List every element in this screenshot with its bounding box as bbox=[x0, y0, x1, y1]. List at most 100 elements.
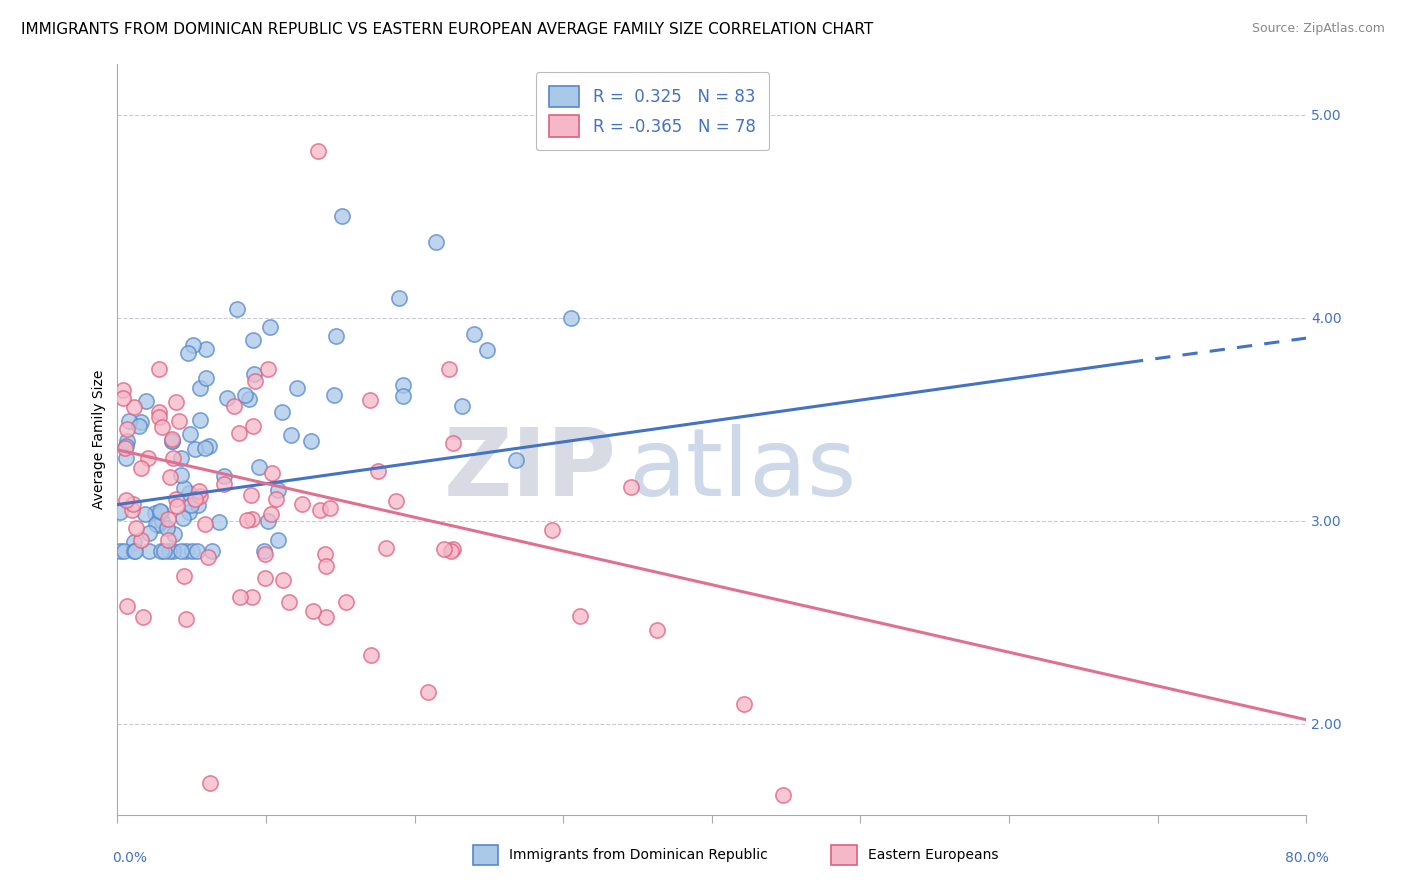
Point bbox=[135, 393, 157, 408]
Point bbox=[315, 609, 337, 624]
Point bbox=[314, 547, 336, 561]
Point bbox=[253, 547, 276, 561]
Point bbox=[267, 533, 290, 547]
Point bbox=[160, 434, 183, 448]
Point bbox=[124, 544, 146, 558]
Point bbox=[118, 414, 141, 428]
Point bbox=[256, 361, 278, 376]
Point bbox=[188, 413, 211, 427]
Point bbox=[391, 389, 413, 403]
Point bbox=[541, 524, 564, 538]
Point bbox=[160, 432, 183, 446]
Point bbox=[392, 378, 415, 392]
Point bbox=[267, 483, 290, 497]
Point bbox=[243, 367, 266, 381]
Point bbox=[194, 442, 217, 456]
Point bbox=[229, 590, 252, 604]
Point bbox=[162, 451, 184, 466]
Point bbox=[172, 511, 194, 525]
Point bbox=[162, 544, 184, 558]
Point bbox=[278, 595, 301, 609]
Point bbox=[207, 516, 229, 530]
Point bbox=[138, 544, 160, 558]
Point bbox=[271, 405, 294, 419]
Point bbox=[463, 326, 485, 341]
Point bbox=[180, 498, 202, 512]
Point bbox=[620, 480, 643, 494]
Point bbox=[186, 544, 208, 558]
Point bbox=[194, 517, 217, 532]
Point bbox=[166, 395, 188, 409]
Point bbox=[122, 544, 145, 558]
Point bbox=[201, 544, 224, 558]
Point bbox=[145, 517, 167, 532]
Point bbox=[115, 422, 138, 436]
Point bbox=[437, 361, 460, 376]
Point bbox=[259, 320, 281, 334]
Point bbox=[257, 515, 280, 529]
Point bbox=[418, 685, 440, 699]
Point bbox=[733, 697, 755, 711]
Point bbox=[271, 573, 294, 587]
Point bbox=[146, 518, 169, 533]
Point bbox=[441, 435, 464, 450]
Point bbox=[150, 544, 173, 558]
Point bbox=[114, 451, 136, 466]
Point bbox=[173, 481, 195, 495]
Point bbox=[247, 459, 270, 474]
Point bbox=[322, 387, 344, 401]
Point bbox=[156, 533, 179, 548]
Point bbox=[159, 469, 181, 483]
Point bbox=[197, 550, 219, 565]
Point bbox=[309, 503, 332, 517]
Point bbox=[111, 392, 134, 406]
Point bbox=[228, 426, 250, 441]
Point bbox=[335, 595, 357, 609]
Point bbox=[260, 467, 283, 481]
Point bbox=[177, 346, 200, 360]
Point bbox=[187, 498, 209, 512]
Point bbox=[645, 623, 668, 637]
Point bbox=[138, 525, 160, 540]
Point bbox=[385, 494, 408, 508]
Text: Immigrants from Dominican Republic: Immigrants from Dominican Republic bbox=[509, 848, 768, 863]
Point bbox=[330, 209, 353, 223]
Point bbox=[433, 541, 456, 556]
Point bbox=[215, 392, 238, 406]
Point bbox=[188, 381, 211, 395]
Point bbox=[110, 504, 132, 518]
Point bbox=[157, 544, 180, 558]
Point bbox=[179, 485, 201, 500]
Point bbox=[149, 504, 172, 518]
Text: 0.0%: 0.0% bbox=[112, 851, 148, 865]
Point bbox=[425, 235, 447, 250]
Point bbox=[302, 604, 325, 618]
Point bbox=[240, 488, 263, 502]
Point bbox=[121, 503, 143, 517]
Point bbox=[114, 441, 136, 455]
Point bbox=[198, 439, 221, 453]
Point bbox=[129, 461, 152, 475]
Point bbox=[477, 343, 499, 357]
Point bbox=[188, 489, 211, 503]
Point bbox=[183, 491, 205, 506]
Point bbox=[162, 434, 184, 448]
Point bbox=[125, 521, 148, 535]
Text: ZIP: ZIP bbox=[444, 424, 617, 516]
Point bbox=[156, 521, 179, 535]
Point bbox=[115, 439, 138, 453]
Point bbox=[167, 415, 190, 429]
Point bbox=[165, 492, 187, 507]
Point bbox=[359, 392, 381, 407]
Point bbox=[148, 361, 170, 376]
Point bbox=[143, 506, 166, 520]
Point bbox=[115, 434, 138, 448]
Point bbox=[374, 541, 396, 555]
Text: 80.0%: 80.0% bbox=[1285, 851, 1329, 865]
Point bbox=[170, 544, 193, 558]
Text: Source: ZipAtlas.com: Source: ZipAtlas.com bbox=[1251, 22, 1385, 36]
Text: IMMIGRANTS FROM DOMINICAN REPUBLIC VS EASTERN EUROPEAN AVERAGE FAMILY SIZE CORRE: IMMIGRANTS FROM DOMINICAN REPUBLIC VS EA… bbox=[21, 22, 873, 37]
Point bbox=[138, 451, 160, 466]
Point bbox=[150, 505, 173, 519]
Point bbox=[243, 375, 266, 389]
